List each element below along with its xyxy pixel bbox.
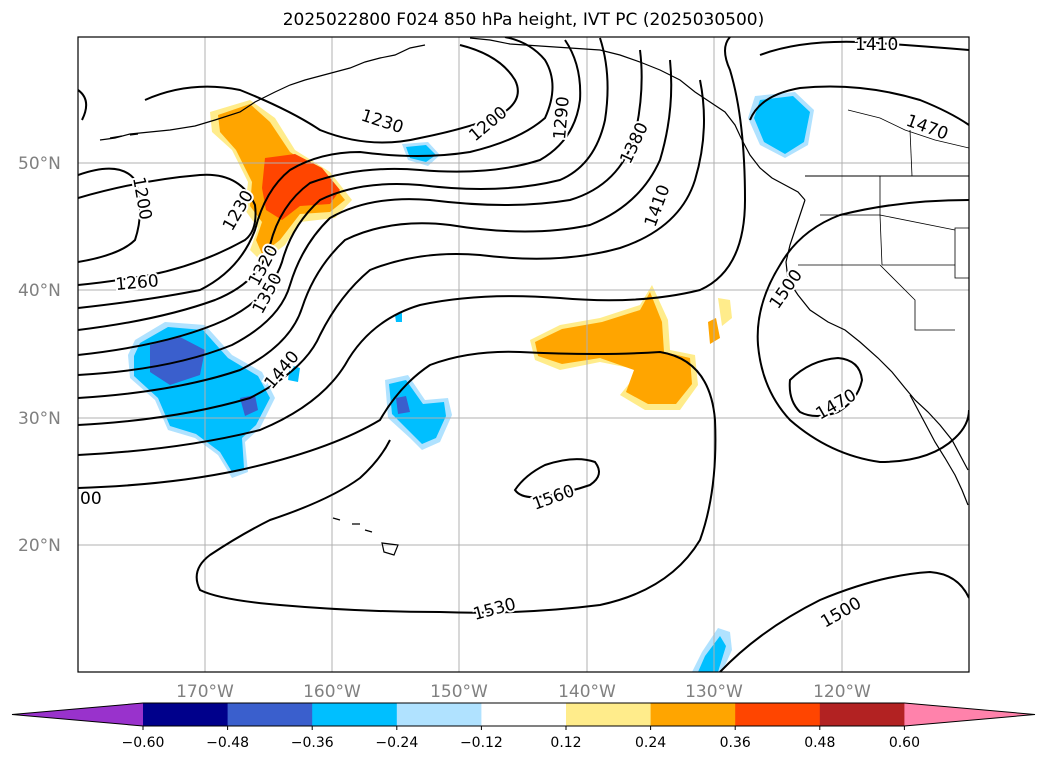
contour-label: 1290 [550, 96, 574, 141]
lon-label: 170°W [176, 682, 234, 702]
lon-label: 160°W [303, 682, 361, 702]
latitude-labels: 50°N 40°N 30°N 20°N [18, 154, 61, 556]
colorbar-tick-label: 0.36 [720, 735, 751, 751]
colorbar-tick-label: 0.12 [550, 735, 581, 751]
colorbar-tick-label: 0.48 [804, 735, 835, 751]
colorbar-extend-left [12, 703, 143, 726]
lat-label: 40°N [18, 281, 61, 301]
lon-label: 140°W [558, 682, 616, 702]
colorbar-segment [312, 703, 398, 726]
height-contours [78, 37, 969, 672]
colorbar-tick-label: −0.24 [375, 735, 418, 751]
lon-label: 150°W [430, 682, 488, 702]
colorbar-segment [566, 703, 652, 726]
colorbar-extend-right [904, 703, 1035, 726]
longitude-labels: 170°W 160°W 150°W 140°W 130°W 120°W [176, 682, 871, 702]
lat-label: 30°N [18, 409, 61, 429]
colorbar-segment [819, 703, 905, 726]
lon-label: 130°W [685, 682, 743, 702]
colorbar-tick-label: 0.24 [635, 735, 666, 751]
colorbar-tick-label: −0.60 [122, 735, 165, 751]
colorbar-segment [481, 703, 567, 726]
lat-label: 50°N [18, 154, 61, 174]
map-border [77, 36, 970, 673]
colorbar-segment [650, 703, 736, 726]
colorbar-segment [227, 703, 313, 726]
contour-label: 1260 [115, 271, 160, 295]
colorbar-segment [735, 703, 821, 726]
colorbar-tick-label: −0.12 [460, 735, 503, 751]
colorbar-tick-label: −0.36 [291, 735, 334, 751]
lon-label: 120°W [813, 682, 871, 702]
contour-label: 00 [80, 489, 102, 509]
colorbar-segment [396, 703, 482, 726]
contour-label: 1410 [855, 35, 898, 55]
colorbar: −0.60 −0.48 −0.36 −0.24 −0.12 0.12 0.24 0.36 0.4… [11, 702, 1036, 751]
map-title: 2025022800 F024 850 hPa height, IVT PC (… [282, 10, 765, 30]
colorbar-tick-label: −0.48 [206, 735, 249, 751]
lat-label: 20°N [18, 536, 61, 556]
colorbar-segment [143, 703, 229, 726]
colorbar-tick-label: 0.60 [889, 735, 920, 751]
coastlines [99, 37, 969, 556]
